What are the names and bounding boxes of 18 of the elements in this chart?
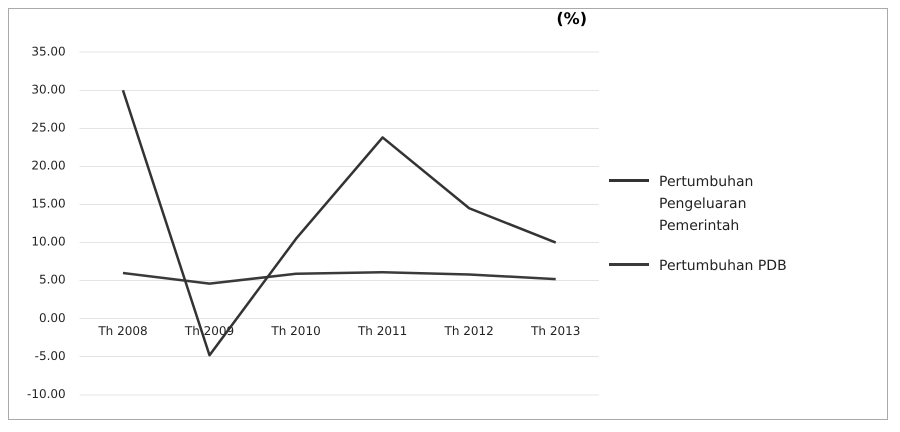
legend-label: Pertumbuhan Pengeluaran Pemerintah <box>659 172 754 236</box>
y-tick-label: -10.00 <box>26 386 66 401</box>
y-tick-label: 30.00 <box>31 82 66 96</box>
y-tick-label: 20.00 <box>31 158 66 173</box>
legend-label: Pertumbuhan PDB <box>659 256 788 276</box>
y-tick-label: -5.00 <box>34 348 66 363</box>
x-tick-label: Th 2008 <box>97 324 148 338</box>
x-tick-label: Th 2012 <box>444 324 494 338</box>
y-tick-label: 0.00 <box>38 310 66 325</box>
x-tick-label: Th 2011 <box>356 324 408 338</box>
chart-title: (%) <box>555 9 588 30</box>
y-tick-label: 10.00 <box>31 234 66 249</box>
x-tick-label: Th 2013 <box>530 324 580 338</box>
y-tick-label: 25.00 <box>31 120 66 134</box>
y-tick-label: 15.00 <box>31 196 66 211</box>
y-tick-label: 35.00 <box>31 44 66 58</box>
x-tick-label: Th 2010 <box>270 324 321 338</box>
y-tick-label: 5.00 <box>38 272 66 287</box>
